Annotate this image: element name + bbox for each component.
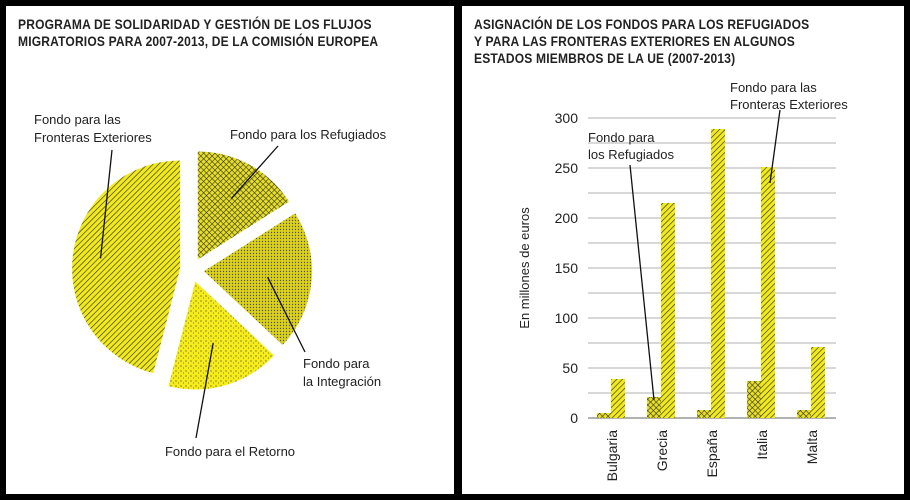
bar-fondo-para-los-refugiados-grecia bbox=[647, 397, 661, 418]
annotation-fronteras: Fondo para las bbox=[730, 80, 817, 95]
annotation-refugiados: Fondo para bbox=[588, 130, 655, 145]
x-tick-label-malta: Malta bbox=[804, 430, 820, 464]
bar-fondo-para-los-refugiados-espana bbox=[697, 410, 711, 418]
annotation-fronteras: Fronteras Exteriores bbox=[730, 97, 848, 112]
bar-fondo-para-los-refugiados-italia bbox=[747, 381, 761, 418]
pie-title: PROGRAMA DE SOLIDARIDAD Y GESTIÓN DE LOS… bbox=[18, 16, 379, 49]
x-tick-label-espana: España bbox=[704, 430, 720, 478]
pie-label-fondo-para-la-integracion: la Integración bbox=[303, 374, 381, 389]
bar-fondo-para-las-fronteras-exteriores-italia bbox=[761, 167, 775, 418]
pie-slice-fondo-para-el-retorno bbox=[168, 281, 275, 390]
pie-label-fondo-para-las-fronteras-exteriores: Fronteras Exteriores bbox=[34, 130, 152, 145]
y-tick-label: 150 bbox=[555, 260, 579, 276]
pie-slice-fondo-para-los-refugiados bbox=[197, 151, 289, 260]
annotation-leader-fronteras bbox=[769, 109, 781, 184]
bar-fondo-para-los-refugiados-malta bbox=[797, 410, 811, 418]
bar-panel: ASIGNACIÓN DE LOS FONDOS PARA LOS REFUGI… bbox=[462, 6, 904, 494]
bar-fondo-para-las-fronteras-exteriores-grecia bbox=[661, 203, 675, 418]
pie-leader-line bbox=[99, 149, 113, 259]
pie-label-fondo-para-la-integracion: Fondo para bbox=[303, 356, 370, 371]
y-tick-label: 250 bbox=[555, 160, 579, 176]
y-tick-label: 50 bbox=[562, 360, 578, 376]
y-tick-label: 100 bbox=[555, 310, 579, 326]
bar-title: ASIGNACIÓN DE LOS FONDOS PARA LOS REFUGI… bbox=[474, 16, 810, 66]
annotation-leader-refugiados bbox=[629, 164, 655, 401]
bar-fondo-para-las-fronteras-exteriores-bulgaria bbox=[611, 379, 625, 418]
bar-fondo-para-las-fronteras-exteriores-espana bbox=[711, 129, 725, 418]
pie-slice-fondo-para-las-fronteras-exteriores bbox=[72, 160, 181, 374]
pie-label-fondo-para-las-fronteras-exteriores: Fondo para las bbox=[34, 112, 121, 127]
x-tick-label-italia: Italia bbox=[754, 430, 770, 460]
pie-leader-line bbox=[267, 276, 306, 353]
pie-label-fondo-para-el-retorno: Fondo para el Retorno bbox=[165, 444, 295, 459]
pie-leader-line bbox=[195, 342, 214, 439]
y-tick-label: 300 bbox=[555, 110, 579, 126]
x-tick-label-bulgaria: Bulgaria bbox=[604, 430, 620, 482]
x-tick-label-grecia: Grecia bbox=[654, 430, 670, 471]
pie-label-fondo-para-los-refugiados: Fondo para los Refugiados bbox=[230, 127, 387, 142]
y-tick-label: 0 bbox=[570, 410, 578, 426]
bar-fondo-para-los-refugiados-bulgaria bbox=[597, 413, 611, 418]
y-tick-label: 200 bbox=[555, 210, 579, 226]
bar-fondo-para-las-fronteras-exteriores-malta bbox=[811, 347, 825, 418]
pie-leader-line bbox=[230, 145, 279, 200]
annotation-refugiados: los Refugiados bbox=[588, 147, 674, 162]
y-axis-label: En millones de euros bbox=[517, 207, 532, 329]
